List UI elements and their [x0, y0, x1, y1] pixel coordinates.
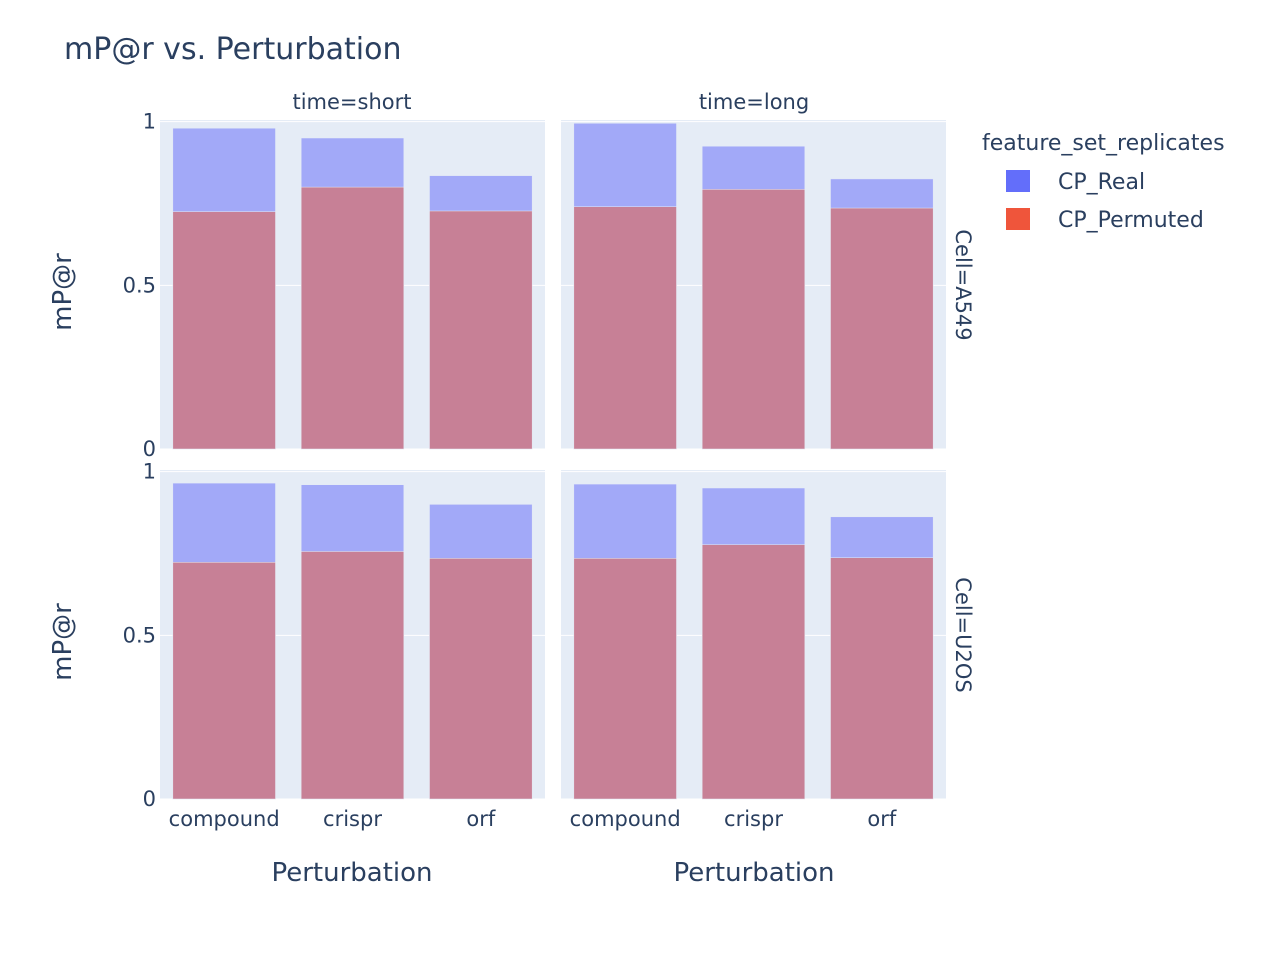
- bar-cp-permuted-compound[interactable]: [172, 211, 276, 450]
- bar-cp-permuted-compound[interactable]: [172, 562, 276, 800]
- x-tick-label: crispr: [323, 807, 382, 831]
- legend-title: feature_set_replicates: [982, 131, 1225, 156]
- legend-label-cp-permuted[interactable]: CP_Permuted: [1058, 208, 1204, 233]
- col-facet-label-long: time=long: [699, 90, 809, 114]
- y-tick-label: 0: [143, 787, 156, 811]
- x-tick-label: compound: [570, 807, 681, 831]
- panel-r0-c0: 00.51: [123, 110, 545, 461]
- row-facet-label-a549: Cell=A549: [951, 229, 975, 340]
- bar-cp-permuted-crispr[interactable]: [300, 186, 405, 450]
- bar-cp-permuted-orf[interactable]: [830, 557, 934, 800]
- bar-cp-permuted-crispr[interactable]: [300, 551, 405, 800]
- panel-r1-c0: 0 0.5 1 compound crispr orf: [123, 460, 545, 831]
- bar-cp-permuted-compound[interactable]: [573, 206, 677, 450]
- y-tick-label: 0: [143, 437, 156, 461]
- bar-cp-permuted-orf[interactable]: [429, 210, 533, 450]
- y-axis-title-bottom: mP@r: [48, 603, 78, 681]
- chart-title: mP@r vs. Perturbation: [64, 32, 401, 67]
- x-tick-label: crispr: [724, 807, 783, 831]
- col-facet-label-short: time=short: [292, 90, 411, 114]
- bar-cp-permuted-compound[interactable]: [573, 558, 677, 800]
- bar-cp-permuted-crispr[interactable]: [701, 544, 806, 800]
- bar-cp-permuted-orf[interactable]: [429, 558, 533, 800]
- x-axis-title-right: Perturbation: [673, 858, 834, 888]
- legend-label-cp-real[interactable]: CP_Real: [1058, 170, 1145, 195]
- y-tick-label: 1: [143, 110, 156, 134]
- panel-r0-c1: [561, 120, 946, 450]
- x-tick-label: orf: [867, 807, 896, 831]
- legend-swatch-cp-real[interactable]: [1006, 170, 1030, 192]
- y-tick-label: 0.5: [123, 623, 156, 647]
- x-tick-label: orf: [466, 807, 495, 831]
- y-tick-label: 1: [143, 460, 156, 484]
- panel-r1-c1: compound crispr orf: [561, 470, 946, 831]
- legend-swatch-cp-permuted[interactable]: [1006, 208, 1030, 230]
- y-tick-label: 0.5: [123, 273, 156, 297]
- row-facet-label-u2os: Cell=U2OS: [951, 577, 975, 692]
- bar-cp-permuted-orf[interactable]: [830, 207, 934, 450]
- x-axis-title-left: Perturbation: [271, 858, 432, 888]
- bar-cp-permuted-crispr[interactable]: [701, 189, 806, 450]
- x-tick-label: compound: [169, 807, 280, 831]
- legend: feature_set_replicates CP_Real CP_Permut…: [982, 131, 1225, 233]
- y-axis-title-top: mP@r: [48, 253, 78, 331]
